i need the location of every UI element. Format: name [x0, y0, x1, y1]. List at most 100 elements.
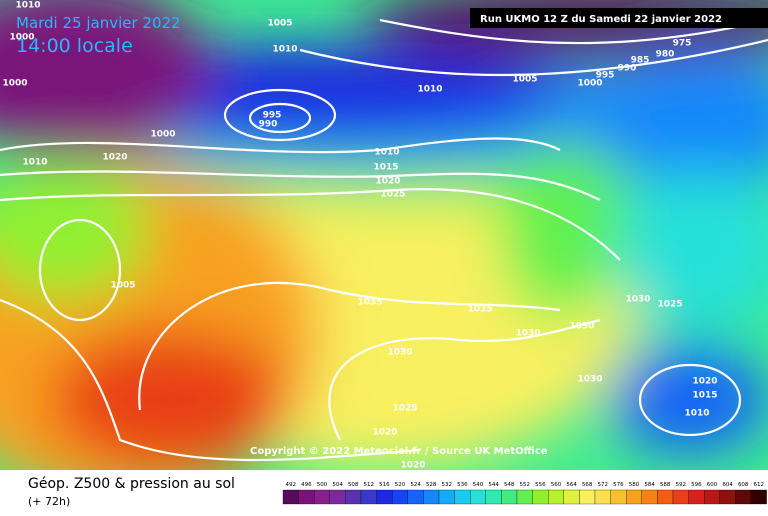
color-swatch [438, 489, 455, 505]
isobar-label: 995 [596, 71, 615, 81]
isobar-label: 1010 [684, 409, 709, 419]
isobar-label: 1020 [372, 428, 397, 438]
isobar-label: 1025 [657, 300, 682, 310]
scale-label: 560 [551, 482, 562, 488]
isobar-label: 1030 [625, 295, 650, 305]
color-swatch [548, 489, 564, 505]
scale-label: 548 [504, 482, 515, 488]
isobar-label: 1020 [102, 153, 127, 163]
scale-label: 596 [691, 482, 702, 488]
color-swatch [626, 489, 642, 505]
isobar-label: 1015 [373, 163, 398, 173]
isobar-label: 975 [673, 39, 692, 49]
isobar-label: 1035 [357, 298, 382, 308]
color-swatch [298, 489, 315, 505]
isobar-label: 1025 [392, 404, 417, 414]
color-swatch [423, 489, 440, 505]
color-swatch [454, 489, 471, 505]
isobar-label: 1010 [22, 158, 47, 168]
scale-label: 516 [379, 482, 390, 488]
color-swatch [641, 489, 658, 505]
color-swatch [563, 489, 580, 505]
scale-label: 524 [410, 482, 421, 488]
color-swatch [407, 489, 424, 505]
color-swatch [470, 489, 486, 505]
isobar-label: 985 [631, 56, 650, 66]
isobar-label: 1025 [380, 190, 405, 200]
isobar-label: 1010 [374, 148, 399, 158]
color-swatch [672, 489, 689, 505]
isobar-label: 1015 [692, 391, 717, 401]
scale-label: 580 [629, 482, 640, 488]
isobar-label: 1020 [692, 377, 717, 387]
scale-label: 552 [520, 482, 531, 488]
color-swatch [392, 489, 408, 505]
legend-title: Géop. Z500 & pression au sol [28, 476, 235, 492]
color-swatch [282, 489, 299, 505]
scale-label: 496 [301, 482, 312, 488]
color-swatch [516, 489, 533, 505]
color-swatch [657, 489, 674, 505]
isobar-label: 1030 [577, 375, 602, 385]
scale-label: 536 [457, 482, 468, 488]
color-swatch [735, 489, 752, 505]
color-swatch [579, 489, 596, 505]
color-swatch [376, 489, 393, 505]
scale-label: 504 [332, 482, 343, 488]
color-swatch [610, 489, 627, 505]
color-scale: 492 496 500 504 508 512 516 520 524 528 532 536 540 5… [282, 482, 767, 505]
scale-label: 540 [473, 482, 484, 488]
scale-label: 588 [660, 482, 671, 488]
scale-label: 492 [286, 482, 297, 488]
color-swatch [329, 489, 346, 505]
isobar-label: 1010 [417, 85, 442, 95]
color-swatch [501, 489, 518, 505]
isobar-label: 1035 [467, 305, 492, 315]
isobar-label: 1005 [110, 281, 135, 291]
run-box [470, 8, 768, 28]
isobar-label: 995 [263, 111, 282, 121]
forecast-date: Mardi 25 janvier 2022 [16, 14, 181, 32]
scale-label: 600 [707, 482, 718, 488]
scale-label: 512 [364, 482, 375, 488]
isobar-label: 1030 [387, 348, 412, 358]
scale-label: 564 [566, 482, 577, 488]
isobar-label: 1000 [2, 79, 27, 89]
color-swatch [688, 489, 705, 505]
isobar-label: 1030 [515, 329, 540, 339]
scale-label: 592 [676, 482, 687, 488]
color-swatch [719, 489, 736, 505]
scale-label: 608 [738, 482, 749, 488]
scale-label: 576 [613, 482, 624, 488]
scale-label: 528 [426, 482, 437, 488]
scale-label: 544 [488, 482, 499, 488]
scale-label: 500 [317, 482, 328, 488]
isobar-label: 1030 [569, 322, 594, 332]
isobar-label: 990 [259, 120, 278, 130]
color-swatch [594, 489, 611, 505]
forecast-time: 14:00 locale [16, 35, 133, 57]
isobar-label: 1000 [577, 79, 602, 89]
color-swatch [485, 489, 502, 505]
color-swatch [704, 489, 720, 505]
isobar-labels: 1005100010101000102010101005101010009959… [2, 1, 717, 471]
color-swatch [345, 489, 362, 505]
isobar-label: 990 [618, 64, 637, 74]
color-swatch [750, 489, 767, 505]
isobar-label: 1020 [375, 177, 400, 187]
isobar-label: 1000 [150, 130, 175, 140]
scale-label: 572 [598, 482, 609, 488]
isobar-label: 1005 [512, 75, 537, 85]
scale-label: 520 [395, 482, 406, 488]
scale-label: 584 [644, 482, 655, 488]
scale-label: 532 [442, 482, 453, 488]
color-swatch [532, 489, 549, 505]
run-info: Run UKMO 12 Z du Samedi 22 janvier 2022 [480, 14, 722, 25]
lead-time: (+ 72h) [28, 495, 70, 508]
copyright: Copyright © 2022 Meteociel.fr / Source U… [250, 446, 548, 457]
scale-label: 568 [582, 482, 593, 488]
scale-label: 604 [722, 482, 733, 488]
isobar-label: 1010 [272, 45, 297, 55]
isobar-label: 1005 [267, 19, 292, 29]
